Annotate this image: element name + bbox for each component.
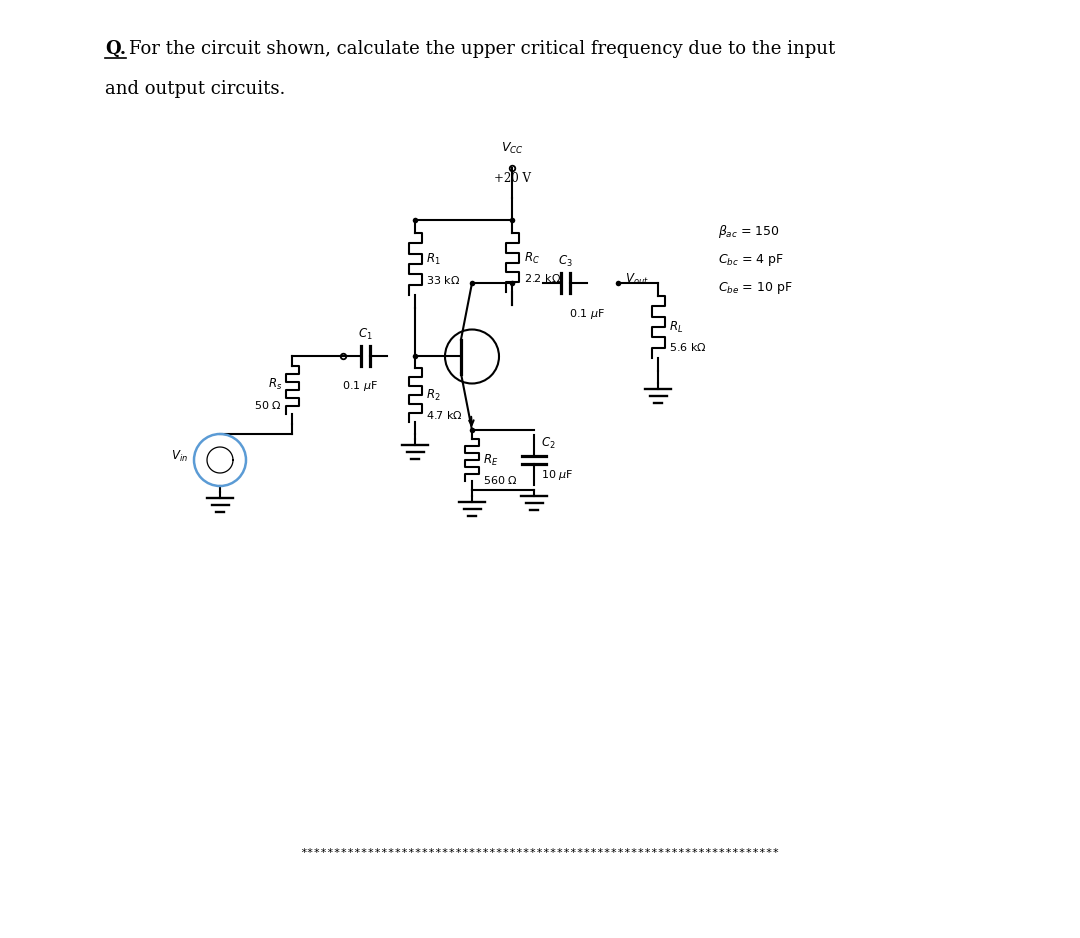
Text: $C_3$: $C_3$ [557, 254, 572, 269]
Text: and output circuits.: and output circuits. [105, 80, 285, 98]
Text: 2.2 k$\Omega$: 2.2 k$\Omega$ [524, 272, 562, 284]
Text: $R_E$: $R_E$ [483, 452, 498, 467]
Text: $R_2$: $R_2$ [426, 387, 441, 402]
Text: $V_{CC}$: $V_{CC}$ [501, 141, 524, 156]
Text: $R_C$: $R_C$ [524, 250, 540, 265]
Text: 33 k$\Omega$: 33 k$\Omega$ [426, 274, 460, 285]
Text: 50 $\Omega$: 50 $\Omega$ [254, 399, 282, 411]
Text: $\beta_{ac}$ = 150: $\beta_{ac}$ = 150 [718, 223, 780, 240]
Text: 4.7 k$\Omega$: 4.7 k$\Omega$ [426, 409, 463, 421]
Text: Q.: Q. [105, 40, 126, 58]
Text: $R_1$: $R_1$ [426, 252, 441, 267]
Text: $C_2$: $C_2$ [541, 436, 555, 451]
Text: 5.6 k$\Omega$: 5.6 k$\Omega$ [669, 341, 706, 353]
Text: $V_{out}$: $V_{out}$ [625, 271, 649, 286]
Text: $V_{in}$: $V_{in}$ [171, 448, 188, 463]
Text: ***********************************************************************: ****************************************… [300, 848, 780, 858]
Text: 0.1 $\mu$F: 0.1 $\mu$F [342, 379, 378, 393]
Text: 10 $\mu$F: 10 $\mu$F [541, 468, 573, 482]
Text: 0.1 $\mu$F: 0.1 $\mu$F [569, 307, 605, 321]
Text: +20 V: +20 V [494, 172, 530, 185]
Text: $R_L$: $R_L$ [669, 320, 684, 335]
Text: 560 $\Omega$: 560 $\Omega$ [483, 474, 517, 486]
Text: $C_{bc}$ = 4 pF: $C_{bc}$ = 4 pF [718, 252, 784, 268]
Text: $C_1$: $C_1$ [357, 327, 373, 342]
Text: $R_s$: $R_s$ [268, 377, 282, 392]
Text: $C_{be}$ = 10 pF: $C_{be}$ = 10 pF [718, 280, 793, 296]
Text: For the circuit shown, calculate the upper critical frequency due to the input: For the circuit shown, calculate the upp… [129, 40, 835, 58]
